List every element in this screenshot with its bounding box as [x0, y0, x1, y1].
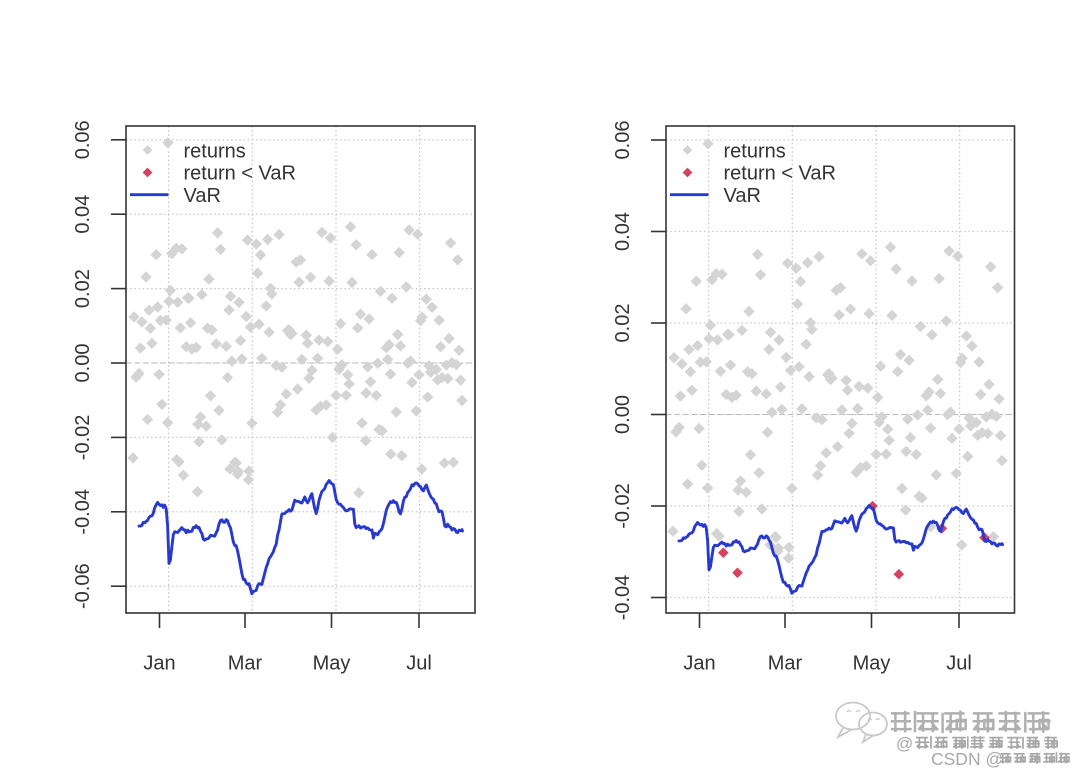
svg-text:0.02: 0.02 — [72, 269, 94, 308]
svg-text:-0.04: -0.04 — [72, 489, 94, 535]
svg-text:Jan: Jan — [143, 653, 175, 675]
svg-text:returns: returns — [184, 140, 246, 162]
svg-text:-0.04: -0.04 — [612, 575, 634, 621]
svg-text:Jul: Jul — [406, 653, 432, 675]
svg-text:Jan: Jan — [683, 653, 715, 675]
svg-text:-0.02: -0.02 — [612, 483, 634, 529]
svg-text:0.04: 0.04 — [72, 195, 94, 234]
svg-text:0.04: 0.04 — [612, 212, 634, 251]
svg-text:0.06: 0.06 — [612, 121, 634, 160]
svg-text:-0.02: -0.02 — [72, 415, 94, 461]
svg-text:CSDN @: CSDN @ — [931, 749, 1003, 769]
svg-text:returns: returns — [724, 140, 786, 162]
svg-text:return < VaR: return < VaR — [184, 163, 296, 185]
svg-text:Jul: Jul — [946, 653, 972, 675]
svg-text:0.06: 0.06 — [72, 120, 94, 159]
svg-text:@: @ — [896, 734, 913, 753]
svg-text:VaR: VaR — [184, 185, 221, 207]
svg-text:May: May — [853, 653, 891, 675]
svg-text:VaR: VaR — [724, 185, 761, 207]
svg-text:0.02: 0.02 — [612, 304, 634, 343]
svg-text:-0.06: -0.06 — [72, 563, 94, 609]
svg-text:May: May — [313, 653, 351, 675]
svg-text:return < VaR: return < VaR — [724, 163, 836, 185]
svg-text:Mar: Mar — [768, 653, 803, 675]
svg-text:0.00: 0.00 — [72, 344, 94, 383]
svg-text:Mar: Mar — [228, 653, 263, 675]
svg-text:0.00: 0.00 — [612, 395, 634, 434]
